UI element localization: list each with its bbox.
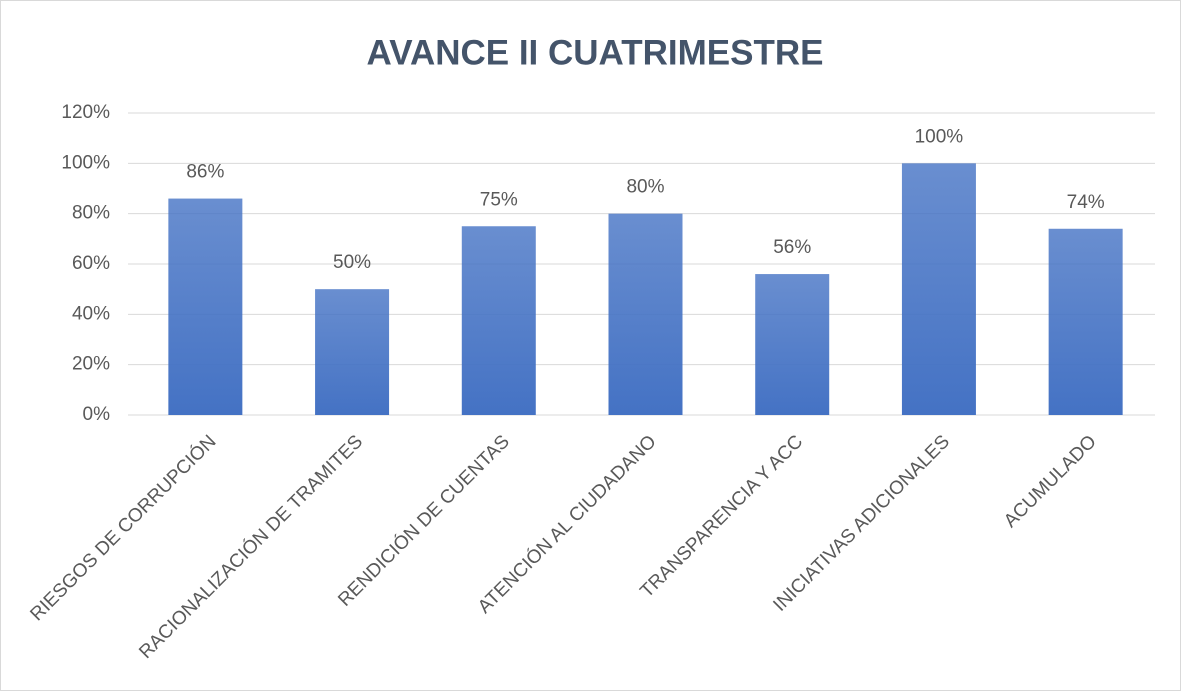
data-label: 50% bbox=[333, 252, 371, 273]
bar bbox=[755, 274, 830, 415]
bar bbox=[461, 226, 536, 415]
bar bbox=[901, 163, 976, 415]
bar bbox=[315, 289, 390, 415]
y-tick-label: 100% bbox=[61, 152, 110, 173]
y-tick-label: 120% bbox=[61, 102, 110, 123]
y-tick-label: 40% bbox=[72, 303, 110, 324]
y-tick-label: 60% bbox=[72, 253, 110, 274]
chart-title: AVANCE II CUATRIMESTRE bbox=[367, 33, 824, 72]
data-label: 86% bbox=[186, 162, 224, 183]
bar bbox=[608, 213, 683, 415]
data-label: 100% bbox=[915, 126, 964, 147]
data-label: 75% bbox=[480, 189, 518, 210]
y-tick-label: 20% bbox=[72, 354, 110, 375]
bar bbox=[168, 198, 243, 415]
data-label: 74% bbox=[1067, 192, 1105, 213]
y-tick-label: 80% bbox=[72, 203, 110, 224]
data-label: 80% bbox=[626, 177, 664, 198]
bar bbox=[1048, 228, 1123, 415]
y-tick-label: 0% bbox=[83, 404, 111, 425]
data-label: 56% bbox=[773, 237, 811, 258]
